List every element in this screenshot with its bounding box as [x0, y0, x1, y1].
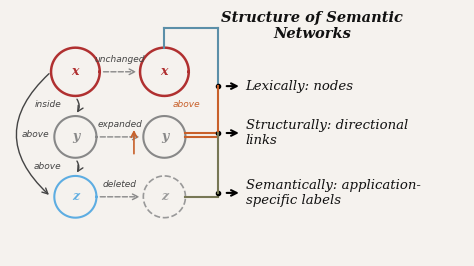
Text: x: x [72, 65, 79, 78]
Text: inside: inside [35, 100, 62, 109]
Text: Structure of Semantic
Networks: Structure of Semantic Networks [221, 11, 403, 41]
Text: y: y [72, 130, 79, 143]
Text: above: above [172, 100, 200, 109]
Text: x: x [161, 65, 168, 78]
Text: deleted: deleted [103, 180, 137, 189]
Text: expanded: expanded [98, 120, 142, 129]
Text: above: above [34, 162, 62, 171]
Text: Structurally: directional
links: Structurally: directional links [246, 119, 408, 147]
Text: above: above [22, 130, 49, 139]
Text: z: z [72, 190, 79, 203]
Text: y: y [161, 130, 168, 143]
Text: unchanged: unchanged [95, 55, 145, 64]
Text: z: z [161, 190, 168, 203]
Text: Lexically: nodes: Lexically: nodes [246, 80, 354, 93]
Text: Semantically: application-
specific labels: Semantically: application- specific labe… [246, 179, 420, 207]
